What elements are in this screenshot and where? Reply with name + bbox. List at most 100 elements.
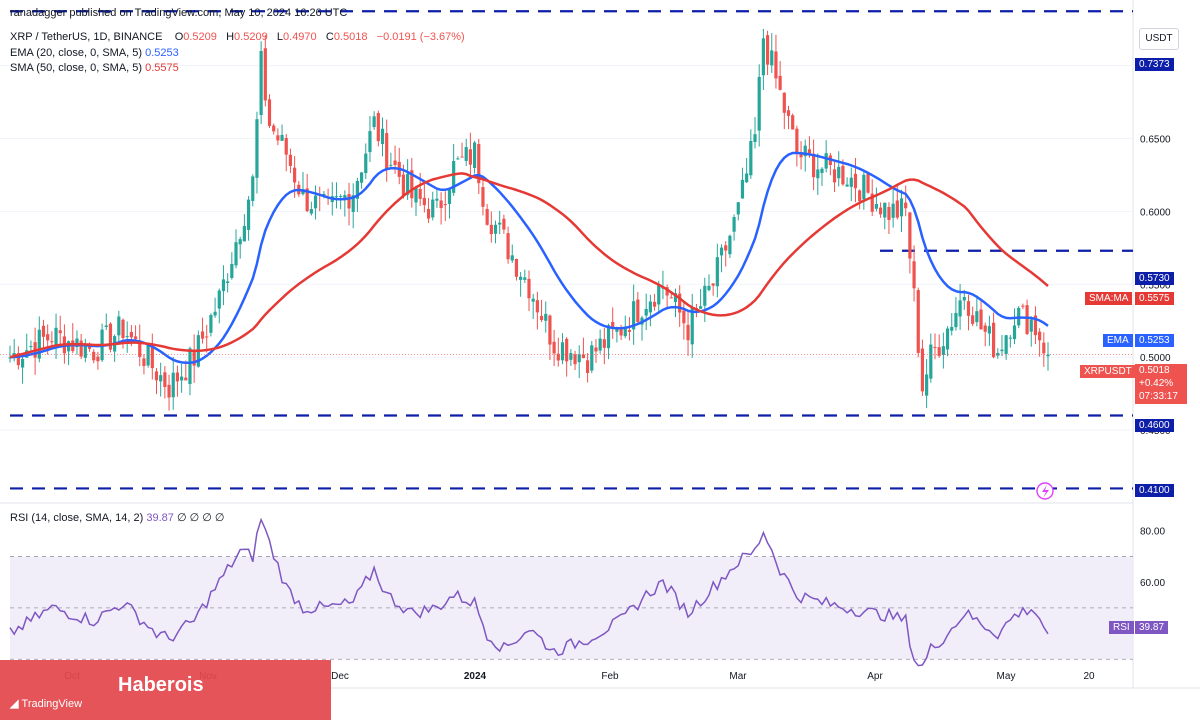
level-tag-2: 0.4600 — [1135, 419, 1174, 432]
candle-body-32 — [142, 358, 146, 366]
price-grid — [0, 65, 1133, 431]
candle-body-231 — [975, 311, 979, 323]
candle-body-101 — [431, 199, 435, 218]
candle-body-149 — [632, 301, 636, 330]
candle-body-62 — [267, 99, 272, 126]
currency-button[interactable]: USDT — [1139, 28, 1179, 50]
candle-body-141 — [598, 338, 602, 351]
candle-body-150 — [636, 299, 640, 322]
candle-body-177 — [749, 141, 753, 176]
candle-body-82 — [351, 195, 355, 212]
candle-body-10 — [50, 341, 54, 343]
candle-body-166 — [703, 285, 707, 306]
alert-icon[interactable] — [1036, 482, 1054, 500]
candle-body-64 — [276, 135, 280, 141]
candle-body-33 — [146, 345, 150, 366]
candle-body-130 — [552, 341, 556, 354]
candle-body-137 — [581, 354, 586, 359]
ohlc-o-label: O — [174, 31, 184, 43]
candle-body-143 — [606, 325, 611, 349]
level-tag-3: 0.4100 — [1135, 484, 1174, 497]
candle-body-88 — [376, 113, 380, 142]
candle-body-2 — [16, 353, 20, 366]
candle-body-8 — [41, 325, 46, 337]
candle-body-96 — [410, 170, 414, 199]
candle-body-34 — [150, 344, 154, 369]
rsi-tag-value: 39.87 — [1135, 621, 1169, 634]
candle-body-175 — [740, 179, 745, 199]
candle-body-152 — [644, 308, 648, 316]
candle-body-235 — [991, 322, 996, 358]
candle-body-105 — [447, 189, 452, 204]
candle-body-60 — [259, 51, 263, 116]
ema-legend[interactable]: EMA (20, close, 0, SMA, 5) 0.5253 — [10, 47, 179, 59]
candle-body-134 — [569, 353, 573, 360]
candle-body-214 — [904, 202, 908, 209]
candle-body-154 — [652, 301, 657, 307]
candle-body-223 — [941, 346, 945, 355]
candle-body-170 — [719, 247, 724, 256]
ohlc-h-label: H — [226, 31, 235, 43]
candle-body-191 — [807, 149, 812, 154]
candle-body-65 — [280, 134, 284, 141]
candle-body-43 — [188, 348, 192, 385]
candle-body-210 — [887, 206, 891, 220]
candle-body-110 — [468, 149, 473, 165]
candle-body-100 — [426, 208, 431, 219]
ohlc-high: 0.5209 — [234, 31, 268, 43]
candle-body-148 — [627, 330, 632, 332]
rsi-legend-na: ∅ ∅ ∅ ∅ — [176, 512, 225, 524]
candle-body-90 — [385, 133, 389, 169]
candle-body-208 — [878, 207, 883, 215]
candle-body-48 — [209, 315, 213, 333]
support-resistance-levels — [10, 10, 1133, 490]
candle-body-67 — [288, 154, 293, 166]
x-tick-label-3: 2024 — [464, 671, 487, 682]
candle-body-75 — [322, 193, 326, 196]
candle-body-21 — [96, 356, 100, 362]
candle-body-28 — [125, 336, 129, 338]
candle-body-73 — [313, 195, 318, 209]
candle-body-55 — [238, 239, 242, 245]
x-tick-label-4: Feb — [601, 671, 619, 682]
candle-body-29 — [129, 332, 133, 338]
candle-body-140 — [594, 347, 598, 352]
candle-body-128 — [544, 313, 548, 321]
candle-body-225 — [950, 326, 954, 331]
candle-body-136 — [577, 354, 581, 363]
candle-body-246 — [1038, 331, 1042, 341]
sma-legend[interactable]: SMA (50, close, 0, SMA, 5) 0.5575 — [10, 62, 179, 74]
candle-body-37 — [163, 372, 167, 387]
candle-body-207 — [874, 204, 878, 209]
ema-legend-value: 0.5253 — [145, 47, 179, 59]
candle-body-195 — [824, 153, 828, 169]
candle-body-182 — [770, 50, 774, 66]
candle-body-7 — [37, 329, 41, 359]
rsi-legend[interactable]: RSI (14, close, SMA, 14, 2) 39.87 ∅ ∅ ∅ … — [10, 511, 224, 524]
candle-body-202 — [853, 173, 858, 189]
candle-body-52 — [226, 281, 230, 284]
candle-body-173 — [732, 217, 736, 232]
price-tag-label: XRPUSDT — [1080, 365, 1136, 378]
candle-body-51 — [221, 279, 226, 292]
candle-body-146 — [619, 327, 623, 336]
candle-body-158 — [669, 297, 673, 299]
candle-body-243 — [1025, 305, 1029, 335]
candle-body-71 — [305, 188, 309, 212]
candle-body-61 — [263, 48, 267, 101]
sma-legend-value: 0.5575 — [145, 62, 179, 74]
candle-body-131 — [556, 353, 560, 361]
rsi-y-tick-label-0: 80.00 — [1140, 527, 1165, 538]
candle-body-19 — [87, 346, 92, 349]
candle-body-186 — [786, 110, 791, 116]
candle-body-27 — [121, 319, 125, 339]
candle-body-94 — [401, 174, 406, 196]
candle-body-229 — [966, 301, 971, 316]
candle-body-53 — [230, 264, 234, 279]
candle-body-245 — [1033, 315, 1038, 336]
watermark-text: Haberois — [118, 674, 204, 696]
candle-body-189 — [799, 154, 803, 158]
candle-body-160 — [678, 293, 682, 313]
candle-body-49 — [213, 311, 217, 316]
